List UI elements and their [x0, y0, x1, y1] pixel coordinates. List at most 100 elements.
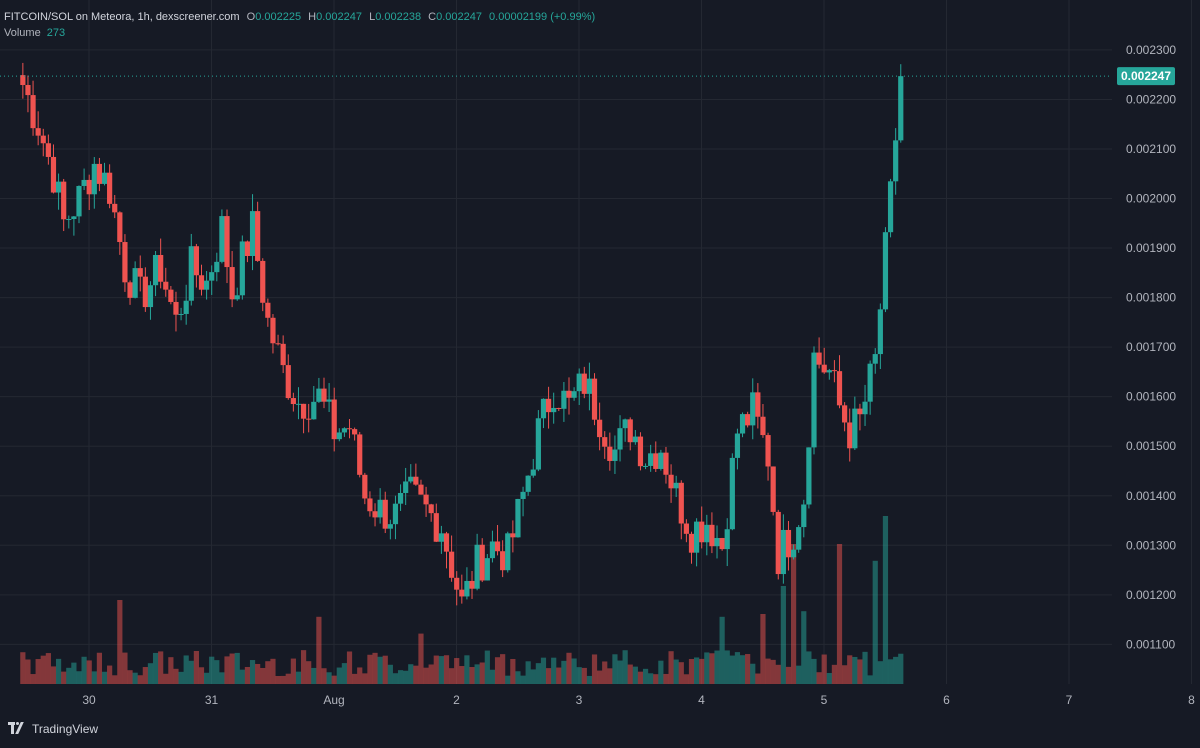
candle-body — [193, 246, 199, 276]
volume-bar — [699, 658, 705, 684]
volume-bar — [739, 655, 746, 684]
candle-body — [765, 435, 771, 467]
volume-bar — [673, 659, 679, 684]
candle-body — [505, 533, 511, 571]
volume-bar — [617, 660, 623, 684]
volume-bar — [724, 650, 730, 684]
volume-bar — [653, 674, 659, 684]
candle-body — [694, 521, 700, 553]
volume-bar — [275, 675, 281, 684]
volume-bar — [479, 662, 485, 684]
symbol-title[interactable]: FITCOIN/SOL on Meteora, 1h, dexscreener.… — [4, 11, 240, 23]
volume-bar — [311, 667, 317, 684]
volume-bar — [168, 657, 174, 684]
volume-bar — [438, 656, 444, 684]
candle-body — [826, 370, 832, 373]
candle-body — [479, 544, 485, 581]
candle-body — [760, 416, 766, 436]
volume-bar — [831, 664, 838, 684]
time-axis[interactable]: 30 31 Aug 2 3 4 5 6 7 8 — [82, 693, 1195, 707]
candle-body — [612, 449, 618, 461]
volume-value: 273 — [46, 27, 66, 39]
candle-body — [377, 499, 383, 518]
price-tick-label: 0.001800 — [1126, 291, 1176, 305]
candle-body — [275, 343, 281, 345]
candle-body — [637, 436, 644, 467]
volume-bar — [122, 652, 128, 684]
candle-body — [387, 524, 393, 529]
volume-bar — [454, 658, 460, 684]
volume-bar — [101, 671, 108, 684]
volume-bar — [494, 657, 501, 684]
candle-body — [719, 538, 725, 550]
candle-body — [780, 529, 786, 575]
volume-bar — [137, 675, 143, 684]
volume-bar — [321, 668, 327, 684]
candle-body — [260, 260, 266, 303]
candle-body — [346, 428, 353, 430]
candle-body — [500, 551, 506, 571]
candle-body — [249, 211, 256, 256]
candle-body — [290, 398, 296, 405]
volume-bar — [847, 655, 853, 684]
volume-bar — [530, 669, 536, 684]
volume-bar — [612, 654, 618, 684]
volume-bar — [71, 662, 77, 684]
candle-body — [699, 521, 705, 543]
candle-body — [525, 475, 531, 492]
volume-bar — [790, 544, 797, 684]
volume-bar — [413, 665, 419, 684]
volume-bar — [785, 666, 792, 684]
candle-body — [229, 267, 235, 300]
volume-bar — [81, 656, 87, 684]
candle-body — [510, 533, 516, 538]
volume-bar — [382, 655, 388, 684]
time-tick-label: 3 — [576, 693, 583, 707]
price-axis[interactable]: 0.001100 0.001200 0.001300 0.001400 0.001500… — [1126, 43, 1176, 651]
candle-body — [285, 365, 291, 399]
last-price-marker: 0.002247 — [0, 67, 1175, 86]
volume-bar — [607, 668, 613, 684]
candle-body — [25, 85, 31, 96]
candle-body — [755, 392, 761, 417]
legend-header: FITCOIN/SOL on Meteora, 1h, dexscreener.… — [4, 9, 595, 25]
tradingview-brand[interactable]: TradingView — [8, 722, 98, 736]
candle-body — [801, 504, 807, 528]
high-value: 0.002247 — [316, 11, 362, 23]
price-tick-label: 0.002200 — [1126, 92, 1176, 106]
volume-bar — [571, 658, 577, 684]
volume-bar — [586, 675, 593, 684]
volume-bar — [408, 664, 414, 684]
volume-bar — [423, 667, 429, 684]
volume-bar — [331, 675, 337, 684]
candle-body — [632, 436, 638, 443]
candle-body — [397, 492, 404, 504]
candle-body — [81, 179, 87, 186]
volume-bar — [704, 652, 710, 684]
volume-bar — [765, 658, 771, 684]
volume-bar — [61, 671, 67, 684]
volume-bar — [729, 655, 735, 684]
candle-body — [653, 453, 659, 469]
candle-body — [469, 580, 475, 589]
volume-bar — [887, 659, 894, 684]
candle-body — [433, 513, 439, 542]
candle-body — [61, 181, 67, 220]
candle-body — [336, 432, 342, 440]
volume-bar — [469, 667, 475, 684]
volume-bar — [55, 658, 62, 684]
candle-body — [413, 476, 419, 485]
candle-body — [898, 76, 904, 141]
volume-label: Volume — [4, 27, 41, 39]
volume-bar — [821, 654, 827, 684]
candle-body — [35, 128, 41, 136]
volume-bar — [826, 673, 832, 684]
candle-body — [255, 211, 261, 261]
open-label: O — [246, 11, 256, 23]
candle-body — [556, 407, 562, 409]
candle-body — [785, 529, 792, 558]
candle-body — [306, 418, 312, 420]
candle-body — [714, 538, 720, 547]
volume-bar — [387, 664, 393, 684]
